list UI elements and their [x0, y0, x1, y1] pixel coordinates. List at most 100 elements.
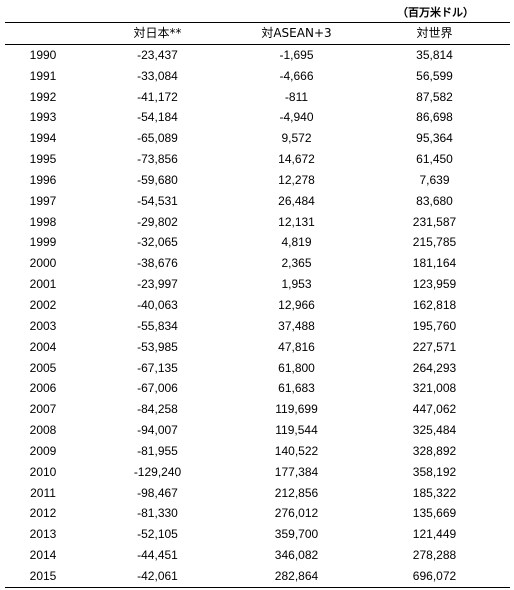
vs-japan-cell: -54,184 — [137, 110, 178, 125]
year-cell: 1994 — [29, 131, 57, 146]
table-row: 1994 -65,089 9,572 95,364 — [5, 128, 510, 149]
vs-world-cell: 328,892 — [412, 443, 457, 458]
vs-asean-plus-3-cell: 346,082 — [274, 548, 319, 563]
table-row: 2008 -94,007 119,544 325,484 — [5, 420, 510, 441]
vs-japan-cell: -81,955 — [137, 443, 178, 458]
vs-asean-plus-3-cell: -4,940 — [279, 110, 314, 125]
year-cell: 1996 — [29, 172, 57, 187]
vs-world-cell: 61,450 — [416, 152, 453, 167]
year-cell: 2006 — [29, 381, 57, 396]
table-row: 1997 -54,531 26,484 83,680 — [5, 191, 510, 212]
vs-world-cell: 278,288 — [412, 548, 457, 563]
vs-world-cell: 95,364 — [416, 131, 453, 146]
vs-asean-plus-3-cell: 9,572 — [281, 131, 312, 146]
table-row: 2004 -53,985 47,816 227,571 — [5, 337, 510, 358]
vs-world-cell: 185,322 — [412, 485, 457, 500]
vs-japan-cell: -73,856 — [137, 152, 178, 167]
table-row: 2009 -81,955 140,522 328,892 — [5, 441, 510, 462]
year-cell: 1998 — [29, 214, 57, 229]
year-cell: 1997 — [29, 193, 57, 208]
table-row: 2005 -67,135 61,800 264,293 — [5, 358, 510, 379]
vs-world-cell: 195,760 — [412, 318, 457, 333]
trade-balance-table: 対日本** 対ASEAN+3 対世界 1990 -23,437 -1,695 35,8… — [5, 22, 510, 588]
table-row: 2007 -84,258 119,699 447,062 — [5, 399, 510, 420]
table-row: 2002 -40,063 12,966 162,818 — [5, 295, 510, 316]
vs-asean-plus-3-cell: 119,544 — [275, 423, 318, 438]
year-cell: 2004 — [29, 339, 57, 354]
vs-world-cell: 264,293 — [412, 360, 457, 375]
vs-japan-cell: -98,467 — [137, 485, 178, 500]
vs-asean-plus-3-cell: 119,699 — [275, 402, 318, 417]
year-cell: 2012 — [29, 506, 57, 521]
header-year — [5, 22, 81, 45]
year-cell: 2000 — [29, 256, 57, 271]
vs-asean-plus-3-cell: 61,800 — [278, 360, 315, 375]
vs-asean-plus-3-cell: 61,683 — [278, 381, 315, 396]
header-vs-world: 対世界 — [359, 22, 510, 45]
vs-asean-plus-3-cell: 359,700 — [274, 527, 319, 542]
table-row: 1990 -23,437 -1,695 35,814 — [5, 44, 510, 65]
vs-japan-cell: -32,065 — [137, 235, 178, 250]
vs-asean-plus-3-cell: 14,672 — [278, 152, 315, 167]
table-row: 1995 -73,856 14,672 61,450 — [5, 149, 510, 170]
vs-asean-plus-3-cell: 2,365 — [281, 256, 312, 271]
year-cell: 1999 — [29, 235, 57, 250]
table-header: 対日本** 対ASEAN+3 対世界 — [5, 22, 510, 45]
table-row: 1998 -29,802 12,131 231,587 — [5, 212, 510, 233]
year-cell: 2008 — [29, 423, 57, 438]
vs-japan-cell: -59,680 — [137, 172, 178, 187]
year-cell: 2007 — [29, 402, 57, 417]
vs-world-cell: 56,599 — [416, 68, 453, 83]
vs-world-cell: 162,818 — [412, 297, 457, 312]
vs-world-cell: 135,669 — [412, 506, 457, 521]
year-cell: 1991 — [29, 68, 57, 83]
vs-world-cell: 231,587 — [412, 214, 457, 229]
table-row: 1992 -41,172 -811 87,582 — [5, 87, 510, 108]
table-row: 2010 -129,240 177,384 358,192 — [5, 462, 510, 483]
vs-world-cell: 447,062 — [412, 402, 457, 417]
vs-asean-plus-3-cell: 1,953 — [281, 277, 312, 292]
table-row: 2013 -52,105 359,700 121,449 — [5, 524, 510, 545]
vs-world-cell: 7,639 — [419, 172, 450, 187]
table-row: 1996 -59,680 12,278 7,639 — [5, 170, 510, 191]
table-row: 2003 -55,834 37,488 195,760 — [5, 316, 510, 337]
table-body: 1990 -23,437 -1,695 35,814 1991 -33,084 -4,666… — [5, 44, 510, 588]
vs-japan-cell: -29,802 — [137, 214, 178, 229]
vs-asean-plus-3-cell: 26,484 — [278, 193, 315, 208]
vs-world-cell: 123,959 — [412, 277, 457, 292]
vs-world-cell: 215,785 — [412, 235, 457, 250]
table-row: 2014 -44,451 346,082 278,288 — [5, 545, 510, 566]
year-cell: 2014 — [29, 548, 57, 563]
vs-asean-plus-3-cell: 140,522 — [274, 443, 319, 458]
table-row: 2000 -38,676 2,365 181,164 — [5, 253, 510, 274]
vs-world-cell: 86,698 — [416, 110, 453, 125]
year-cell: 2010 — [29, 464, 57, 479]
year-cell: 2005 — [29, 360, 57, 375]
vs-asean-plus-3-cell: 37,488 — [278, 318, 315, 333]
vs-japan-cell: -84,258 — [137, 402, 178, 417]
vs-japan-cell: -23,437 — [137, 47, 178, 62]
vs-japan-cell: -81,330 — [137, 506, 178, 521]
vs-asean-plus-3-cell: 276,012 — [274, 506, 319, 521]
table-row: 2015 -42,061 282,864 696,072 — [5, 565, 510, 588]
vs-japan-cell: -65,089 — [137, 131, 178, 146]
year-cell: 1993 — [29, 110, 57, 125]
vs-world-cell: 181,164 — [412, 256, 457, 271]
vs-japan-cell: -53,985 — [137, 339, 178, 354]
vs-asean-plus-3-cell: -811 — [284, 89, 309, 104]
vs-asean-plus-3-cell: 12,131 — [278, 214, 315, 229]
year-cell: 2013 — [29, 527, 57, 542]
vs-asean-plus-3-cell: 177,384 — [274, 464, 319, 479]
vs-japan-cell: -38,676 — [137, 256, 178, 271]
table-row: 1999 -32,065 4,819 215,785 — [5, 232, 510, 253]
vs-japan-cell: -42,061 — [81, 565, 234, 588]
year-cell: 2003 — [29, 318, 57, 333]
year-cell: 2011 — [30, 485, 56, 500]
vs-world-cell: 35,814 — [416, 47, 453, 62]
vs-asean-plus-3-cell: 282,864 — [234, 565, 359, 588]
year-cell: 2001 — [29, 277, 57, 292]
vs-japan-cell: -55,834 — [137, 318, 178, 333]
vs-asean-plus-3-cell: 12,966 — [278, 297, 315, 312]
unit-note: （百万米ドル） — [397, 6, 474, 19]
vs-world-cell: 83,680 — [416, 193, 453, 208]
